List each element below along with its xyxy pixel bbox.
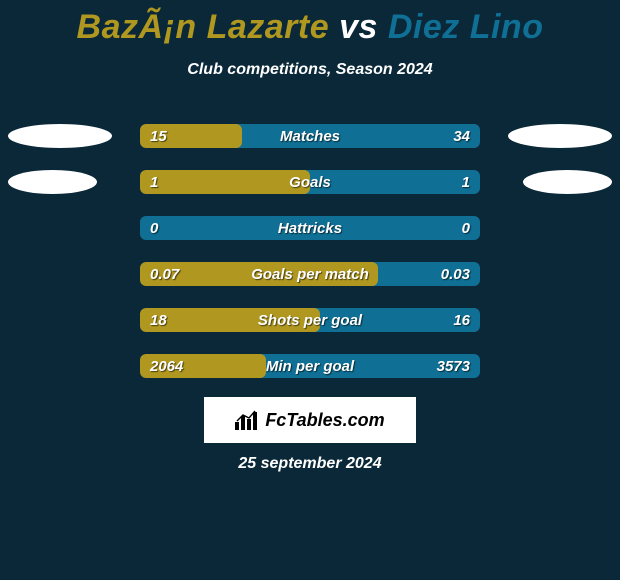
stat-row: Goals per match0.07 0.03 (0, 262, 620, 286)
stats-container: Matches15 34 Goals1 1 Hattricks0 0 Goals per m… (0, 124, 620, 378)
page-title: BazÃ¡n Lazarte vs Diez Lino (0, 0, 620, 47)
fctables-logo: FcTables.com (204, 397, 416, 443)
player2-name: Diez Lino (388, 8, 544, 46)
stat-right-value: 0.03 (441, 262, 470, 286)
left-oval (8, 170, 97, 194)
player1-name: BazÃ¡n Lazarte (77, 8, 330, 46)
stat-left-value: 2064 (150, 354, 183, 378)
stat-label: Shots per goal (140, 308, 480, 332)
stat-row: Shots per goal18 16 (0, 308, 620, 332)
vs-word: vs (339, 8, 378, 46)
stat-right-value: 0 (462, 216, 470, 240)
stat-label: Min per goal (140, 354, 480, 378)
stat-bar: Hattricks0 0 (140, 216, 480, 240)
stat-label: Matches (140, 124, 480, 148)
stat-row: Matches15 34 (0, 124, 620, 148)
stat-left-value: 0.07 (150, 262, 179, 286)
stat-bar: Goals1 1 (140, 170, 480, 194)
footer-date: 25 september 2024 (0, 455, 620, 473)
stat-right-value: 1 (462, 170, 470, 194)
stat-label: Goals (140, 170, 480, 194)
stat-label: Hattricks (140, 216, 480, 240)
stat-right-value: 16 (453, 308, 470, 332)
logo-text: FcTables.com (265, 410, 384, 431)
stat-left-value: 0 (150, 216, 158, 240)
stat-bar: Goals per match0.07 0.03 (140, 262, 480, 286)
stat-row: Goals1 1 (0, 170, 620, 194)
stat-label: Goals per match (140, 262, 480, 286)
bars-icon (235, 410, 259, 430)
stat-bar: Min per goal2064 3573 (140, 354, 480, 378)
stat-right-value: 34 (453, 124, 470, 148)
right-oval (523, 170, 612, 194)
stat-row: Hattricks0 0 (0, 216, 620, 240)
right-oval (508, 124, 612, 148)
stat-row: Min per goal2064 3573 (0, 354, 620, 378)
stat-bar: Matches15 34 (140, 124, 480, 148)
stat-left-value: 18 (150, 308, 167, 332)
stat-left-value: 15 (150, 124, 167, 148)
subtitle: Club competitions, Season 2024 (0, 61, 620, 79)
stat-bar: Shots per goal18 16 (140, 308, 480, 332)
stat-left-value: 1 (150, 170, 158, 194)
left-oval (8, 124, 112, 148)
stat-right-value: 3573 (437, 354, 470, 378)
